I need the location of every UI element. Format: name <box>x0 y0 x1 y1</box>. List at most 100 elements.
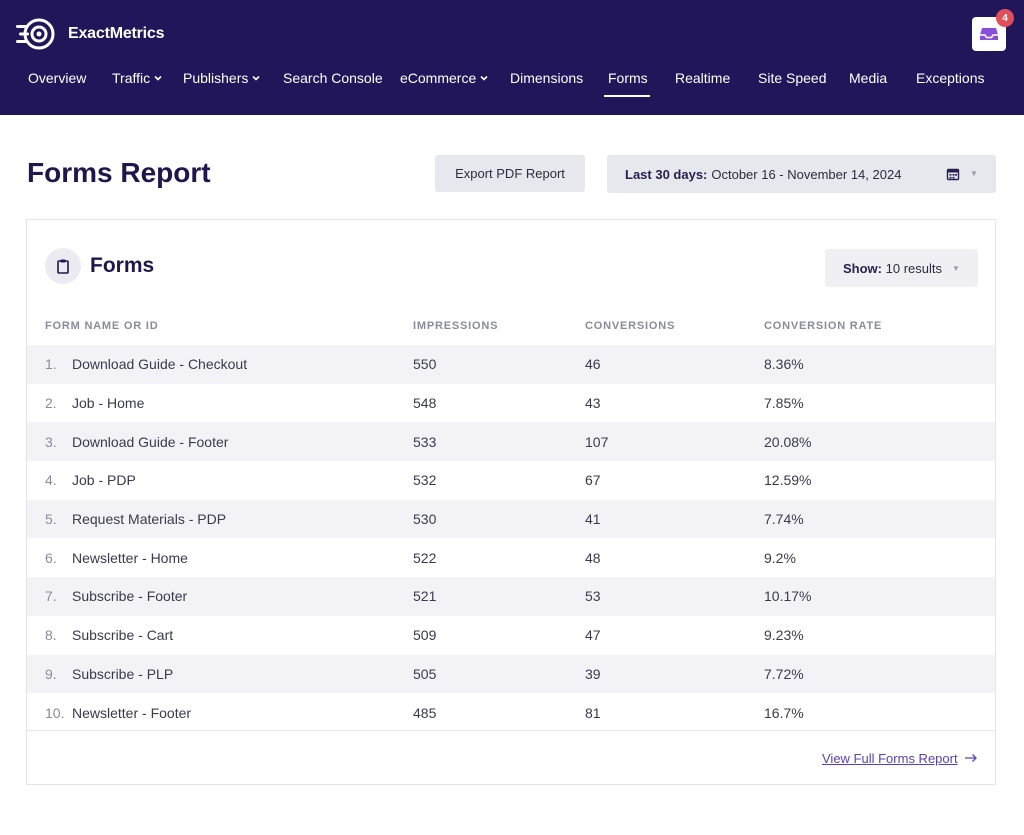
nav-ecommerce[interactable]: eCommerce <box>400 70 489 86</box>
show-value: 10 results <box>885 260 942 276</box>
table-row: 5. Request Materials - PDP 530 41 7.74% <box>27 499 995 539</box>
impressions-value: 533 <box>413 433 437 450</box>
exactmetrics-logo-icon <box>16 18 55 50</box>
forms-card: Forms Show: 10 results ▼ FORM NAME OR ID… <box>26 219 996 785</box>
row-number: 2. <box>45 395 57 412</box>
conversions-value: 48 <box>585 549 601 566</box>
conversion-rate-value: 9.23% <box>764 627 804 644</box>
nav-label: Dimensions <box>510 70 584 86</box>
row-number: 9. <box>45 665 57 682</box>
form-name: Download Guide - Checkout <box>72 356 248 373</box>
conversions-value: 43 <box>585 395 601 412</box>
impressions-value: 509 <box>413 627 437 644</box>
nav-overview[interactable]: Overview <box>28 70 86 86</box>
arrow-right-icon[interactable] <box>964 751 978 765</box>
row-number: 8. <box>45 627 57 644</box>
caret-down-icon: ▼ <box>952 264 960 273</box>
row-number: 4. <box>45 472 57 489</box>
form-name: Newsletter - Footer <box>72 704 192 721</box>
column-header-conversions: CONVERSIONS <box>585 320 676 332</box>
table-row: 10. Newsletter - Footer 485 81 16.7% <box>27 693 995 732</box>
conversions-value: 47 <box>585 627 601 644</box>
nav-forms[interactable]: Forms <box>608 70 648 86</box>
conversions-value: 39 <box>585 665 601 682</box>
brand-logo[interactable]: ExactMetrics <box>16 16 165 52</box>
impressions-value: 505 <box>413 665 437 682</box>
impressions-value: 521 <box>413 588 437 605</box>
row-number: 1. <box>45 356 57 373</box>
calendar-icon <box>946 168 960 181</box>
form-name: Subscribe - Cart <box>72 627 174 644</box>
form-name: Subscribe - PLP <box>72 665 174 682</box>
impressions-value: 550 <box>413 356 437 373</box>
nav-label: Overview <box>28 70 87 86</box>
table-row: 7. Subscribe - Footer 521 53 10.17% <box>27 577 995 616</box>
nav-search-console[interactable]: Search Console <box>283 70 383 86</box>
nav-label: eCommerce <box>400 70 477 86</box>
show-label: Show: <box>843 260 882 276</box>
form-name: Request Materials - PDP <box>72 511 227 528</box>
nav-traffic[interactable]: Traffic <box>112 70 163 86</box>
conversions-value: 46 <box>585 356 601 373</box>
row-number: 6. <box>45 549 57 566</box>
conversion-rate-value: 7.74% <box>764 511 804 528</box>
table-row: 4. Job - PDP 532 67 12.59% <box>27 461 995 500</box>
date-range-picker[interactable]: Last 30 days: October 16 - November 14, … <box>607 155 996 193</box>
form-name: Subscribe - Footer <box>72 588 188 605</box>
chevron-down-icon <box>480 75 488 81</box>
table-row: 1. Download Guide - Checkout 550 46 8.36… <box>27 345 995 384</box>
notification-count-badge: 4 <box>996 9 1014 27</box>
nav-dimensions[interactable]: Dimensions <box>510 70 583 86</box>
nav-realtime[interactable]: Realtime <box>675 70 730 86</box>
row-number: 3. <box>45 433 57 450</box>
conversions-value: 67 <box>585 472 601 489</box>
inbox-icon <box>980 28 998 40</box>
conversion-rate-value: 10.17% <box>764 588 812 605</box>
table-row: 6. Newsletter - Home 522 48 9.2% <box>27 538 995 577</box>
nav-label: Media <box>849 70 888 86</box>
chevron-down-icon <box>154 75 162 81</box>
column-header-conversion-rate: CONVERSION RATE <box>764 320 883 332</box>
row-number: 7. <box>45 588 57 605</box>
nav-publishers[interactable]: Publishers <box>183 70 261 86</box>
conversion-rate-value: 9.2% <box>764 549 796 566</box>
column-header-form-name: FORM NAME OR ID <box>45 320 159 332</box>
conversion-rate-value: 8.36% <box>764 356 804 373</box>
nav-media[interactable]: Media <box>849 70 887 86</box>
nav-label: Search Console <box>283 70 383 86</box>
form-name: Download Guide - Footer <box>72 433 229 450</box>
nav-label: Traffic <box>112 70 151 86</box>
view-full-report-link[interactable]: View Full Forms Report <box>822 751 958 766</box>
date-range-label: Last 30 days: <box>625 166 708 182</box>
card-icon-wrap <box>45 248 81 284</box>
form-name: Job - PDP <box>72 472 136 489</box>
conversion-rate-value: 20.08% <box>764 433 812 450</box>
top-header: ExactMetrics 4 Overview Traffic Publishe… <box>0 0 1024 115</box>
conversion-rate-value: 7.85% <box>764 395 804 412</box>
nav-exceptions[interactable]: Exceptions <box>916 70 984 86</box>
nav-site-speed[interactable]: Site Speed <box>758 70 827 86</box>
conversions-value: 53 <box>585 588 601 605</box>
export-pdf-button[interactable]: Export PDF Report <box>435 155 585 192</box>
row-number: 5. <box>45 511 57 528</box>
nav-label: Site Speed <box>758 70 827 86</box>
table-row: 2. Job - Home 548 43 7.85% <box>27 384 995 423</box>
conversions-value: 81 <box>585 704 601 721</box>
divider <box>27 730 995 731</box>
table-row: 3. Download Guide - Footer 533 107 20.08… <box>27 422 995 462</box>
clipboard-icon <box>57 259 69 274</box>
nav-label: Exceptions <box>916 70 985 86</box>
form-name: Newsletter - Home <box>72 549 188 566</box>
conversion-rate-value: 7.72% <box>764 665 804 682</box>
page-title: Forms Report <box>27 157 211 188</box>
date-range-value: October 16 - November 14, 2024 <box>711 166 902 182</box>
brand-name: ExactMetrics <box>68 25 165 42</box>
conversions-value: 107 <box>585 433 609 450</box>
nav-label: Realtime <box>675 70 731 86</box>
impressions-value: 548 <box>413 395 437 412</box>
nav-label: Forms <box>608 70 648 86</box>
impressions-value: 532 <box>413 472 437 489</box>
results-count-select[interactable]: Show: 10 results ▼ <box>825 249 978 287</box>
conversion-rate-value: 12.59% <box>764 472 812 489</box>
conversions-value: 41 <box>585 511 601 528</box>
